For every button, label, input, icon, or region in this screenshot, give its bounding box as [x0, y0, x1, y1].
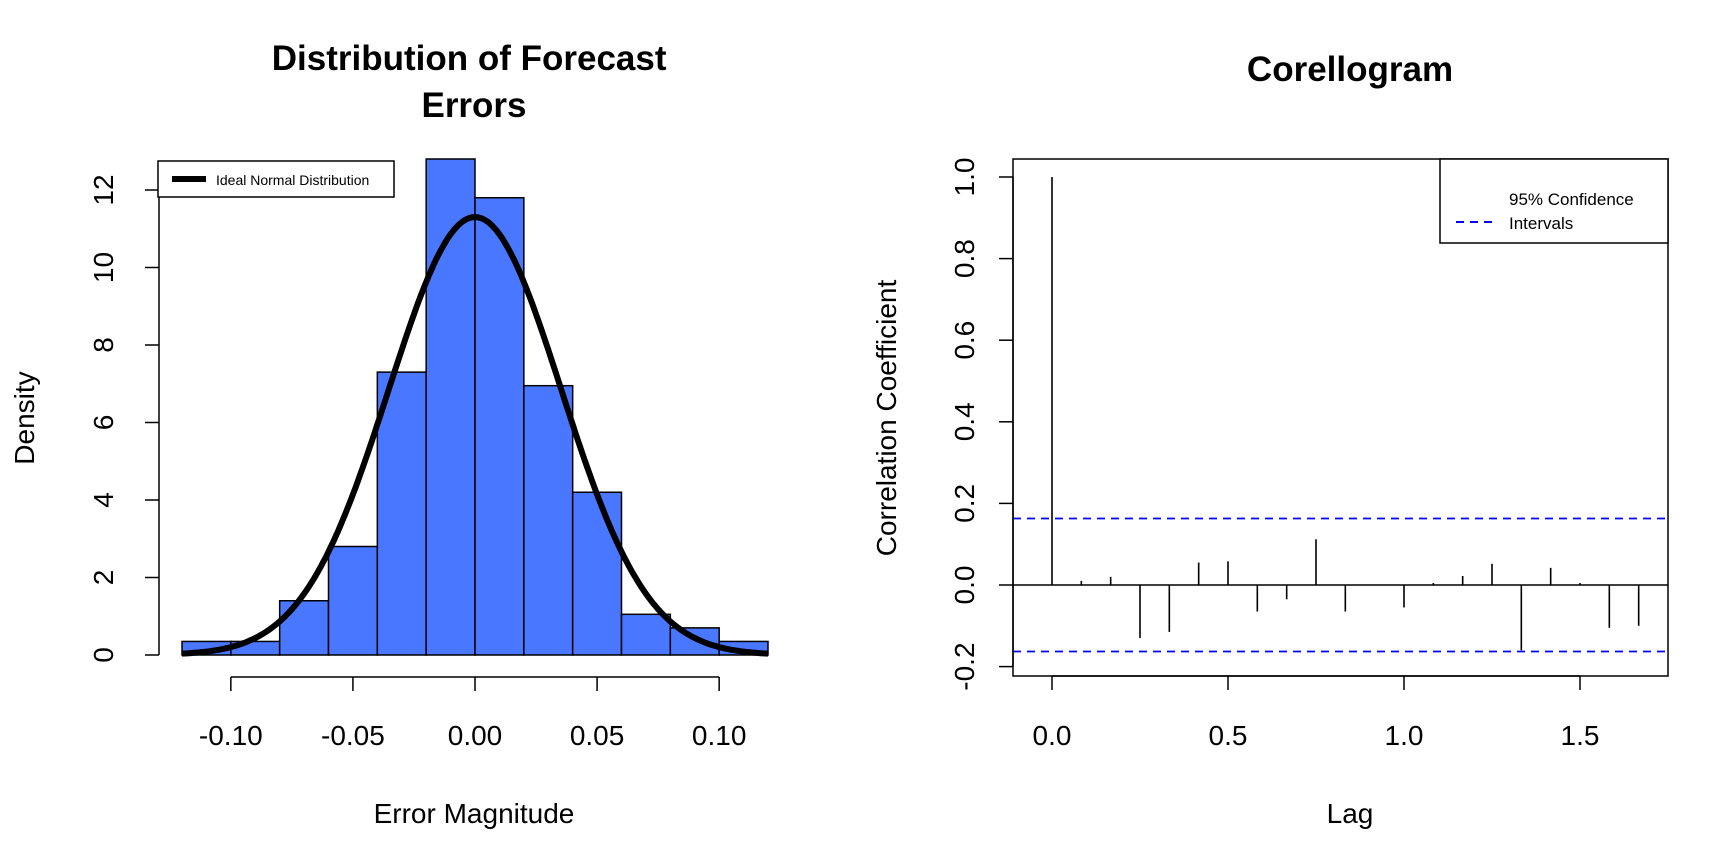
histogram-bar	[425, 158, 476, 656]
histogram-bar	[669, 627, 720, 656]
histogram-legend: Ideal Normal Distribution	[157, 160, 395, 198]
correlogram-x-axis-title: Lag	[1327, 798, 1374, 829]
correlogram-panel: Corellogram 0.0 0.5 1.0 1.5 -0.2 0.0 0.2 0.4 0.…	[871, 50, 1669, 829]
histogram-x-axis-title: Error Magnitude	[374, 798, 575, 829]
histogram-x-axis: -0.10 -0.05 0.00 0.05 0.10	[199, 676, 747, 751]
x-tick-label: 0.05	[570, 720, 625, 751]
x-tick-label: -0.10	[199, 720, 263, 751]
x-tick-label: 1.5	[1561, 720, 1600, 751]
x-tick-label: 0.00	[448, 720, 503, 751]
histogram-y-axis: 0 2 4 6 8 10 12	[88, 174, 160, 663]
histogram-title: Distribution of Forecast Errors	[272, 39, 676, 125]
y-tick-label: 8	[88, 337, 119, 353]
x-tick-label: 0.10	[692, 720, 747, 751]
correlogram-title: Corellogram	[1247, 50, 1453, 89]
y-tick-label: 6	[88, 415, 119, 431]
normal-curve	[181, 214, 769, 657]
y-tick-label: -0.2	[949, 642, 980, 690]
x-tick-label: 0.0	[1033, 720, 1072, 751]
legend-label-normal-curve: Ideal Normal Distribution	[216, 172, 369, 188]
y-tick-label: 0.8	[949, 239, 980, 278]
y-tick-label: 0.0	[949, 566, 980, 605]
histogram-bar	[571, 491, 623, 656]
y-tick-label: 12	[88, 174, 119, 205]
x-tick-label: 0.5	[1209, 720, 1248, 751]
histogram-bar	[474, 197, 525, 656]
y-tick-label: 0.2	[949, 484, 980, 523]
y-tick-label: 0	[88, 647, 119, 663]
x-tick-label: 1.0	[1385, 720, 1424, 751]
histogram-bar	[620, 613, 672, 656]
histogram-bar	[327, 545, 379, 656]
correlogram-x-axis: 0.0 0.5 1.0 1.5	[1033, 675, 1600, 751]
histogram-bar	[278, 600, 330, 656]
histogram-bar	[523, 384, 574, 656]
histogram-bar	[376, 371, 427, 656]
correlogram-y-axis: -0.2 0.0 0.2 0.4 0.6 0.8 1.0	[949, 158, 1014, 691]
y-tick-label: 0.4	[949, 402, 980, 441]
x-tick-label: -0.05	[321, 720, 385, 751]
confidence-interval-lines	[1013, 517, 1668, 653]
y-tick-label: 4	[88, 492, 119, 508]
histogram-panel: Distribution of Forecast Errors -0.10 -0.…	[9, 39, 769, 829]
y-tick-label: 0.6	[949, 321, 980, 360]
correlogram-legend: 95% Confidence Intervals	[1439, 158, 1669, 244]
correlogram-spikes	[1051, 177, 1640, 651]
y-tick-label: 1.0	[949, 158, 980, 197]
y-tick-label: 2	[88, 570, 119, 586]
correlogram-y-axis-title: Correlation Coefficient	[871, 280, 902, 557]
legend-label-confidence-interval: 95% Confidence Intervals	[1509, 190, 1639, 233]
histogram-y-axis-title: Density	[9, 371, 40, 464]
y-tick-label: 10	[88, 252, 119, 283]
